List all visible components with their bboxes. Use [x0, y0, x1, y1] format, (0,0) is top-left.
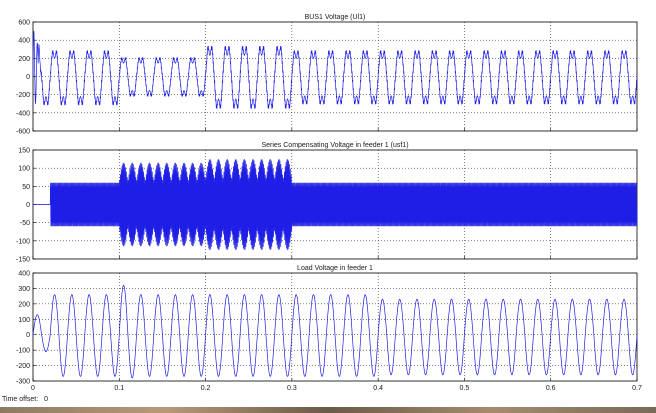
y-tick-label: -200	[16, 363, 30, 370]
y-tick-label: -400	[16, 110, 30, 117]
time-offset-readout: Time offset: 0	[2, 396, 48, 403]
plot-title: BUS1 Voltage (Ul1)	[305, 14, 366, 21]
y-tick-label: 50	[22, 184, 30, 191]
y-tick-label: 0	[26, 332, 30, 339]
series-line	[33, 159, 638, 250]
y-tick-label: 600	[18, 20, 30, 27]
y-tick-label: -150	[16, 257, 30, 264]
y-tick-label: 100	[18, 166, 30, 173]
x-tick-label: 0	[31, 385, 35, 392]
x-tick-label: 0.5	[460, 385, 470, 392]
time-offset-label: Time offset:	[2, 396, 39, 403]
y-tick-label: 200	[18, 56, 30, 63]
y-tick-label: 400	[18, 38, 30, 45]
y-tick-label: -300	[16, 379, 30, 386]
y-tick-label: 400	[18, 271, 30, 278]
y-tick-label: -100	[16, 238, 30, 245]
x-tick-label: 0.7	[632, 385, 642, 392]
y-tick-label: -50	[20, 220, 30, 227]
x-tick-label: 0.4	[373, 385, 383, 392]
time-offset-value: 0	[44, 396, 49, 403]
x-tick-label: 0.1	[114, 385, 124, 392]
y-tick-label: 0	[26, 74, 30, 81]
x-tick-label: 0.6	[546, 385, 556, 392]
y-tick-label: -600	[16, 129, 30, 136]
series-line	[32, 284, 638, 379]
y-tick-label: 300	[18, 286, 30, 293]
y-tick-label: -200	[16, 92, 30, 99]
y-tick-label: 0	[26, 202, 30, 209]
x-tick-label: 0.2	[201, 385, 211, 392]
desktop-strip	[0, 407, 656, 413]
series-line	[32, 31, 638, 109]
plot-frame	[32, 272, 638, 382]
y-tick-label: 200	[18, 301, 30, 308]
y-tick-label: -100	[16, 348, 30, 355]
y-tick-label: 150	[18, 148, 30, 155]
plot-title: Series Compensating Voltage in feeder 1 …	[261, 142, 408, 149]
x-tick-label: 0.3	[287, 385, 297, 392]
plot-title: Load Voltage in feeder 1	[297, 265, 373, 272]
y-tick-label: 100	[18, 317, 30, 324]
